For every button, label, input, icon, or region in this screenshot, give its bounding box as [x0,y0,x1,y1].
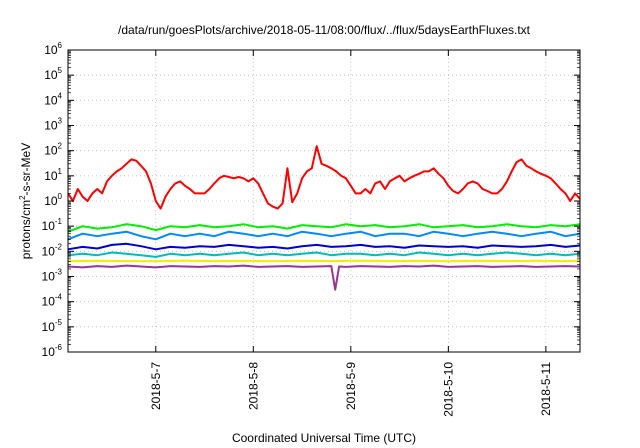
y-tick-label: 10-5 [42,318,63,334]
grid [68,49,580,353]
y-tick-label: 102 [44,142,62,158]
x-axis-label: Coordinated Universal Time (UTC) [232,431,416,445]
y-axis: 10-6 10-5 10-4 10-3 10-2 10-1 100 101 102 103 104 1… [42,41,580,359]
y-tick-label: 105 [44,66,62,82]
x-tick-label: 2018-5-9 [344,362,358,410]
y-tick-label: 101 [44,167,62,183]
x-axis: 2018-5-7 2018-5-8 2018-5-9 2018-5-10 2018-5-… [149,50,553,417]
x-tick-label: 2018-5-11 [539,362,553,416]
y-tick-label: 10-3 [42,268,63,284]
y-tick-label: 10-4 [42,293,63,309]
y-tick-label: 104 [44,91,62,107]
series-line [67,264,581,291]
series-line [67,251,581,258]
y-tick-label: 106 [44,41,62,57]
series-line [67,223,581,233]
series-layer [67,145,581,291]
y-tick-label: 10-6 [42,343,63,359]
x-tick-label: 2018-5-8 [246,362,260,410]
y-tick-label: 100 [44,192,62,208]
x-tick-label: 2018-5-10 [441,362,455,417]
x-tick-label: 2018-5-7 [149,362,163,410]
y-tick-label: 10-2 [42,242,63,258]
y-tick-label: 10-1 [42,217,63,233]
chart-title: /data/run/goesPlots/archive/2018-05-11/0… [118,23,531,37]
y-tick-label: 103 [44,117,62,133]
series-line [67,242,581,251]
y-axis-label: protons/cm2-s-sr-MeV [18,143,33,259]
series-line [67,259,581,263]
series-line [67,230,581,241]
series-line [67,145,581,210]
